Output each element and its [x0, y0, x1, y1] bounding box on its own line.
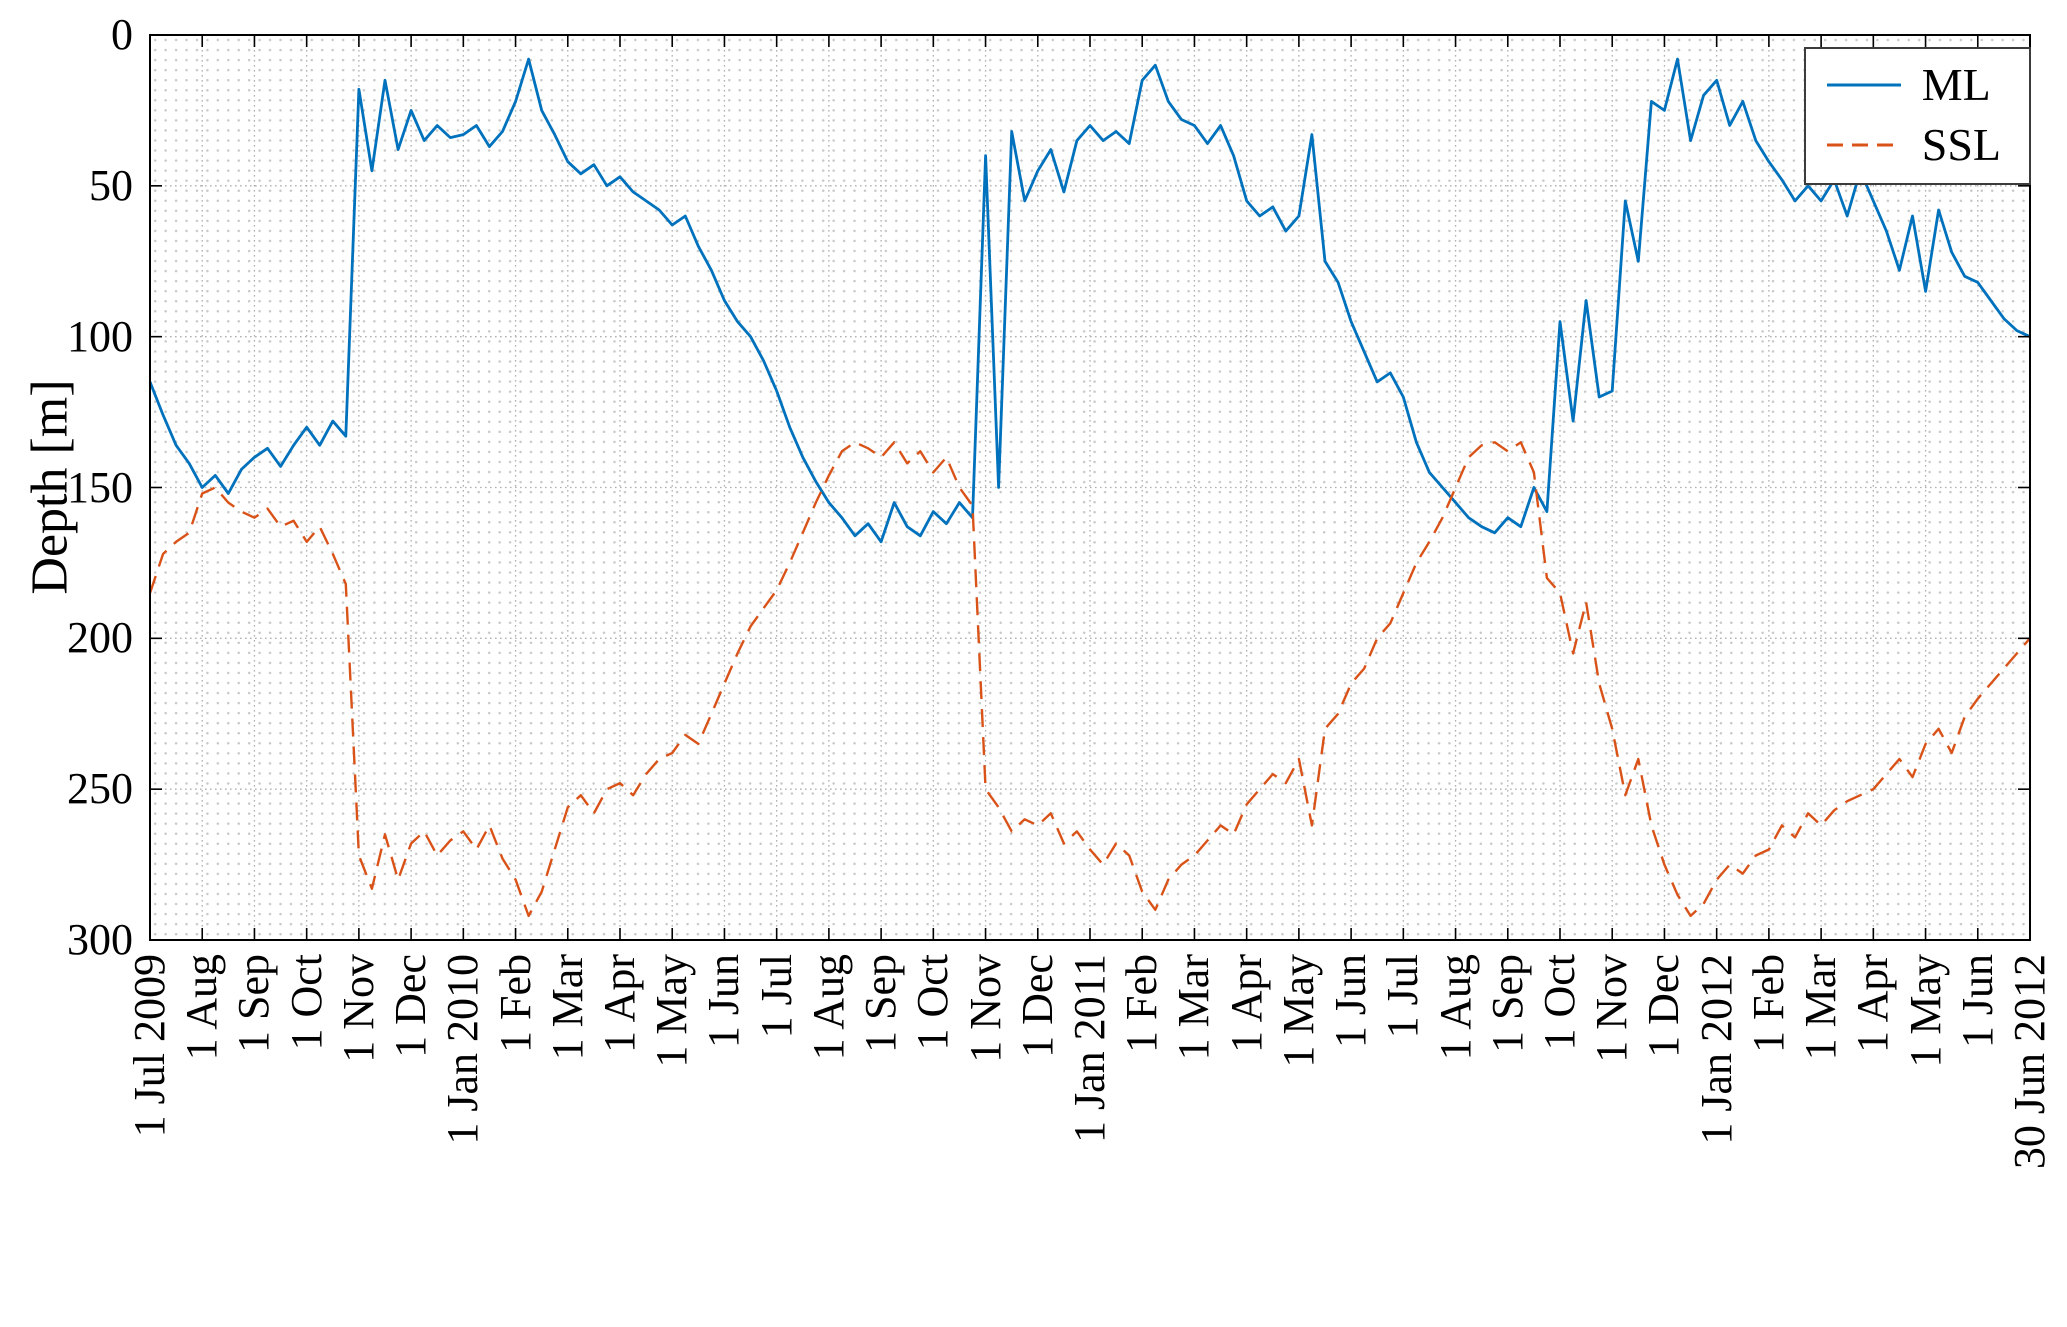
x-tick-label: 1 Sep	[1482, 954, 1532, 1053]
x-tick-label: 30 Jun 2012	[2005, 954, 2054, 1170]
legend-item-ssl: SSL	[1824, 119, 2001, 171]
x-tick-label: 1 Nov	[333, 954, 383, 1063]
ssl-series-line	[148, 441, 2031, 918]
x-tick-label: 1 Jul	[1378, 954, 1428, 1039]
x-tick-label: 1 Jul 2009	[125, 954, 174, 1138]
y-tick-label: 150	[67, 462, 133, 512]
x-tick-label: 1 Dec	[386, 954, 436, 1058]
x-tick-label: 1 Jun	[1326, 954, 1376, 1049]
x-tick-label: 1 Mar	[542, 954, 592, 1061]
y-tick-label: 300	[67, 915, 133, 964]
x-tick-label: 1 Jun	[1952, 954, 2002, 1049]
x-tick-label: 1 Jan 2011	[1065, 954, 1114, 1144]
y-tick-label: 0	[111, 10, 133, 59]
x-tick-label: 1 Dec	[1639, 954, 1689, 1058]
x-tick-label: 1 Apr	[595, 954, 644, 1053]
x-tick-label: 1 Aug	[1430, 954, 1480, 1061]
x-tick-label: 1 May	[647, 954, 697, 1068]
x-tick-label: 1 Nov	[960, 954, 1010, 1063]
x-tick-label: 1 May	[1273, 954, 1323, 1068]
legend-label-ml: ML	[1921, 59, 1991, 110]
y-tick-label: 100	[67, 311, 133, 361]
legend-label-ssl: SSL	[1921, 119, 2001, 170]
x-tick-label: 1 Apr	[1221, 954, 1271, 1053]
x-tick-label: 1 Oct	[1535, 954, 1584, 1051]
x-tick-label: 1 Feb	[490, 954, 540, 1053]
x-tick-label: 1 Oct	[281, 954, 331, 1051]
x-tick-label: 1 Aug	[177, 954, 227, 1061]
x-tick-label: 1 Jun	[699, 954, 749, 1049]
x-tick-label: 1 Oct	[908, 954, 958, 1051]
x-tick-label: 1 Jan 2010	[438, 954, 488, 1145]
x-tick-label: 1 Aug	[803, 954, 853, 1061]
x-tick-label: 1 Sep	[856, 954, 906, 1053]
x-tick-label: 1 Mar	[1796, 954, 1846, 1061]
x-tick-label: 1 Feb	[1117, 954, 1167, 1053]
x-tick-label: 1 Dec	[1012, 954, 1062, 1058]
x-tick-label: 1 Feb	[1743, 954, 1793, 1053]
legend-line-ml	[1826, 83, 1901, 87]
legend-line-ssl	[1826, 143, 1901, 147]
y-tick-label: 250	[67, 764, 133, 814]
ml-series-line	[148, 57, 2031, 544]
x-tick-label: 1 May	[1900, 954, 1950, 1068]
y-tick-label: 50	[89, 160, 133, 210]
legend-item-ml: ML	[1824, 59, 2001, 111]
y-tick-label: 200	[67, 613, 133, 663]
x-tick-label: 1 Jan 2012	[1691, 954, 1741, 1145]
x-tick-label: 1 Apr	[1848, 954, 1898, 1053]
x-tick-label: 1 Jul	[751, 954, 801, 1039]
x-tick-label: 1 Mar	[1169, 954, 1219, 1061]
legend: ML SSL	[1803, 47, 2031, 185]
x-tick-label: 1 Sep	[229, 954, 279, 1053]
x-tick-label: 1 Nov	[1587, 954, 1637, 1063]
